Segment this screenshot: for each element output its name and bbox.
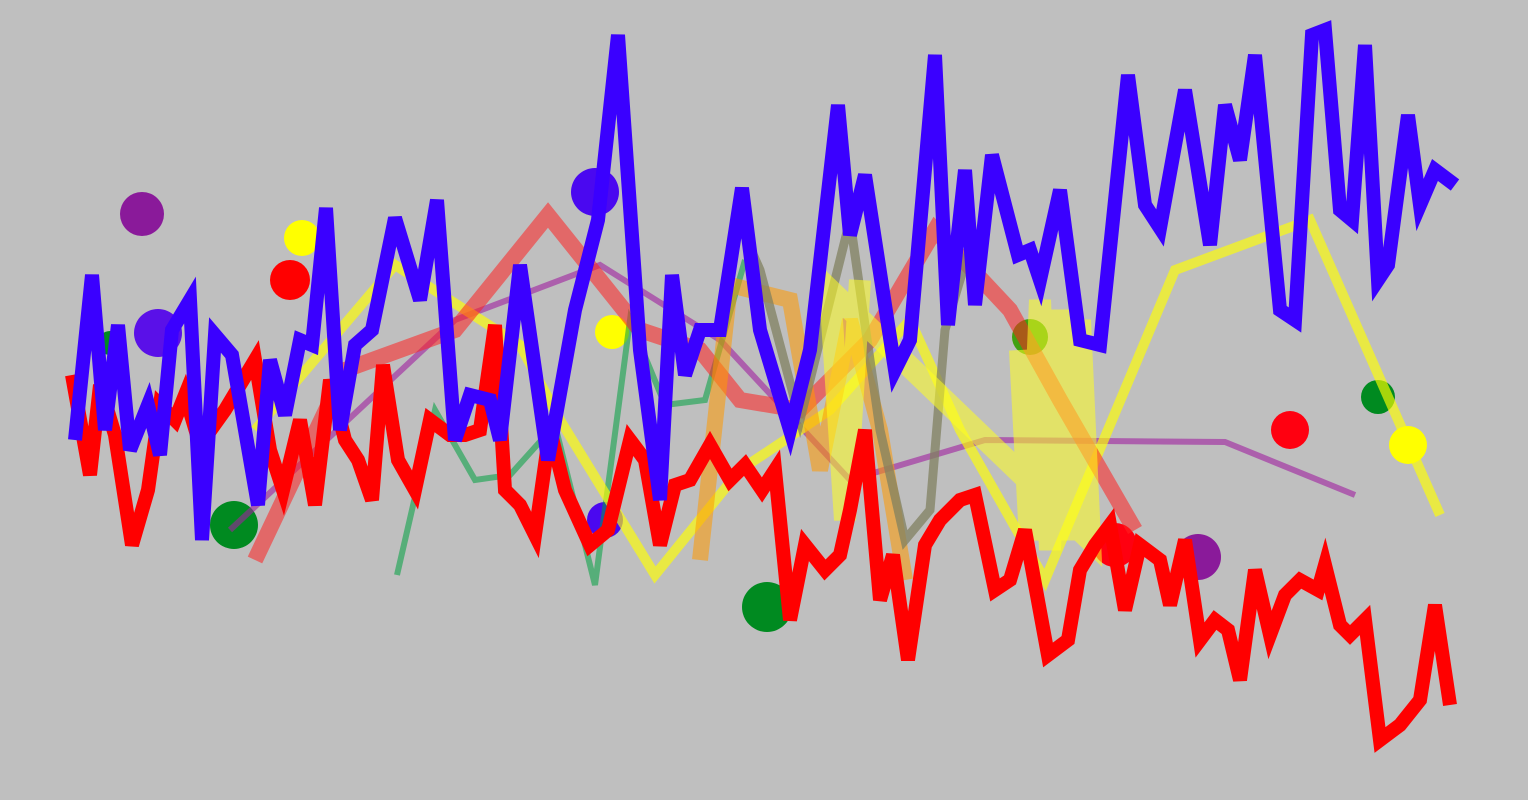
red-line xyxy=(65,324,1457,753)
dot-mark xyxy=(284,220,320,256)
dot-mark xyxy=(742,582,792,632)
dot-mark xyxy=(270,260,310,300)
red-translucent-line xyxy=(247,202,1142,564)
blue-line xyxy=(68,20,1460,541)
dot-mark xyxy=(1271,411,1309,449)
yellow-zigzag-band xyxy=(817,262,1103,568)
dot-mark xyxy=(595,315,629,349)
dot-mark xyxy=(120,192,164,236)
